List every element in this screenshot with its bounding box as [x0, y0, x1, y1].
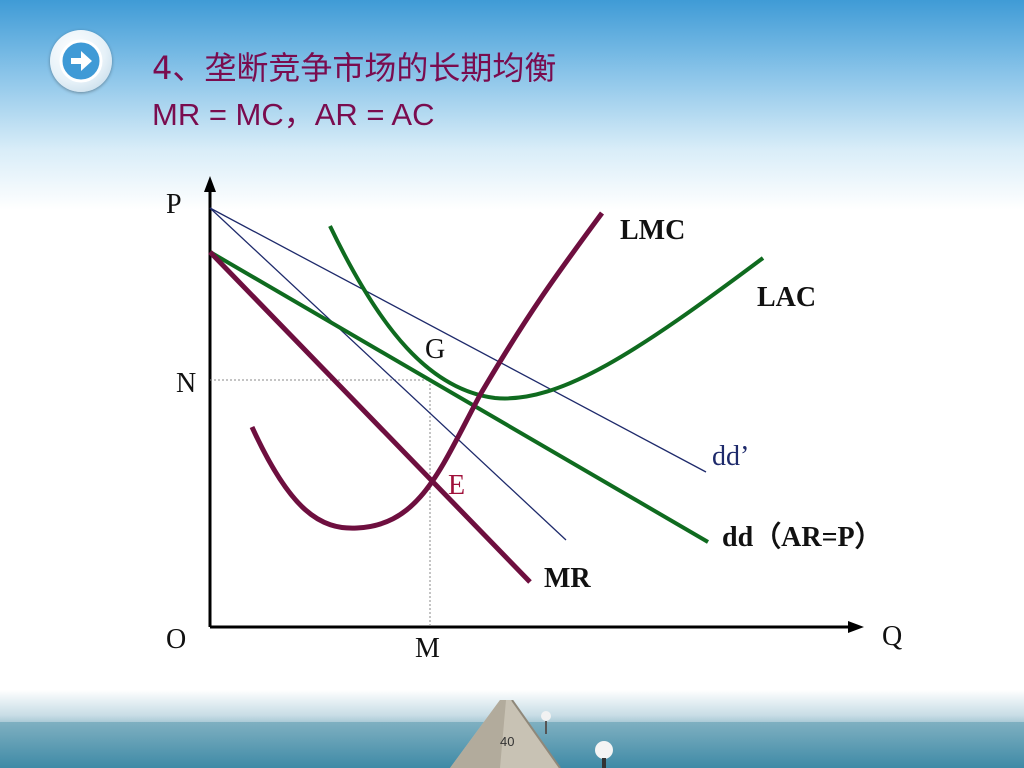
lamp-post — [595, 741, 613, 768]
pier — [450, 700, 561, 768]
lmc-label: LMC — [620, 215, 685, 246]
mr-prime-line — [209, 207, 567, 541]
dd-label: dd（AR=P） — [722, 520, 883, 553]
origin-label: O — [166, 624, 186, 655]
dd-curve — [208, 250, 710, 544]
x-axis-label: Q — [882, 621, 902, 652]
point-m-label: M — [415, 633, 440, 664]
slide-title: 4、垄断竞争市场的长期均衡 — [152, 49, 557, 87]
point-e-label: E — [448, 470, 465, 501]
mr-label: MR — [544, 563, 591, 594]
dd-prime-label: dd’ — [712, 441, 749, 472]
lac-curve — [328, 225, 765, 401]
point-n-label: N — [176, 368, 196, 399]
arrow-right-circle-icon — [59, 39, 103, 83]
lac-label: LAC — [757, 282, 816, 313]
mr-curve — [208, 250, 532, 584]
slide-subtitle: MR = MC，AR = AC — [152, 97, 435, 132]
dd-prime-line — [209, 207, 707, 473]
next-slide-button[interactable] — [50, 30, 112, 92]
y-axis-label: P — [166, 189, 182, 220]
x-axis-arrow — [848, 621, 864, 633]
page-number: 40 — [500, 734, 515, 749]
lmc-curve — [249, 211, 605, 531]
y-axis-arrow — [204, 176, 216, 192]
point-g-label: G — [425, 334, 445, 365]
